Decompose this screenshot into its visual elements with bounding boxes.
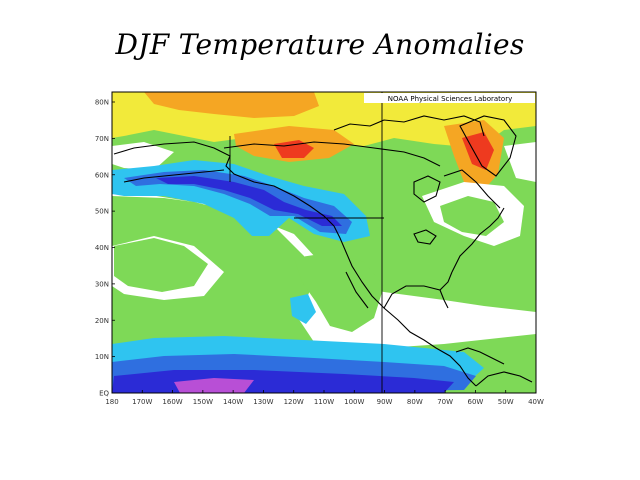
anomaly-field xyxy=(112,92,536,393)
warm-patch-red-center xyxy=(274,140,314,158)
lat-tick-label: 50N xyxy=(95,208,109,216)
lon-tick-label: 170W xyxy=(132,398,152,406)
lat-tick-label: 80N xyxy=(95,99,109,107)
source-label: NOAA Physical Sciences Laboratory xyxy=(388,95,512,103)
lat-tick-label: EQ xyxy=(99,390,109,398)
cold-blue-north xyxy=(124,170,352,234)
lon-tick-label: 110W xyxy=(314,398,334,406)
lon-tick-label: 70W xyxy=(437,398,453,406)
lon-tick-label: 100W xyxy=(344,398,364,406)
lon-tick-label: 180 xyxy=(105,398,118,406)
lon-tick-label: 50W xyxy=(498,398,514,406)
warm-patch-orange-west xyxy=(144,92,319,118)
lon-tick-label: 150W xyxy=(193,398,213,406)
lat-tick-label: 30N xyxy=(95,280,109,288)
green-gulf xyxy=(294,252,384,332)
lon-tick-label: 140W xyxy=(223,398,243,406)
coastline-east-coast xyxy=(451,207,505,273)
map-svg: NOAA Physical Sciences Laboratory 80N 70N… xyxy=(95,91,544,406)
green-atlantic xyxy=(440,196,504,236)
anomaly-map: NOAA Physical Sciences Laboratory 80N 70N… xyxy=(84,86,544,412)
lat-tick-label: 10N xyxy=(95,353,109,361)
coastline-hudson-bay xyxy=(413,175,441,203)
green-pacific xyxy=(114,238,208,292)
source-label-box xyxy=(364,93,535,103)
coastline-greenland xyxy=(459,115,517,177)
coastline-arctic-mainland xyxy=(223,141,441,167)
cold-deep-blue-north xyxy=(156,176,342,226)
coastline-baja xyxy=(345,271,369,309)
coastline-florida xyxy=(439,289,449,309)
lat-tick-label: 20N xyxy=(95,317,109,325)
lon-axis: 180 170W 160W 150W 140W 130W 120W 110W 100W 90W 80… xyxy=(105,390,544,406)
lon-tick-label: 80W xyxy=(407,398,423,406)
coastline-great-lakes xyxy=(413,229,437,245)
lon-tick-label: 40W xyxy=(528,398,544,406)
lon-tick-label: 120W xyxy=(284,398,304,406)
neutral-northwest xyxy=(112,142,174,170)
coastline-caribbean xyxy=(455,347,505,365)
warm-patch-red-east xyxy=(462,132,494,170)
lat-tick-label: 40N xyxy=(95,244,109,252)
lat-tick-label: 70N xyxy=(95,135,109,143)
coastline-aleutians xyxy=(123,169,225,183)
lon-tick-label: 130W xyxy=(253,398,273,406)
boundaries xyxy=(229,92,384,393)
lat-axis: 80N 70N 60N 50N 40N 30N 20N 10N EQ xyxy=(95,99,115,398)
coastline-gulf xyxy=(383,271,453,309)
cold-purple-core xyxy=(174,378,254,393)
coastline-arctic-islands xyxy=(333,115,485,137)
cold-light-blue-baja xyxy=(290,294,316,324)
lat-tick-label: 60N xyxy=(95,171,109,179)
lon-tick-label: 160W xyxy=(162,398,182,406)
lon-tick-label: 90W xyxy=(377,398,393,406)
coastline-west-coast xyxy=(333,225,477,387)
lon-tick-label: 60W xyxy=(468,398,484,406)
slide-title: DJF Temperature Anomalies xyxy=(115,28,525,61)
coastline-labrador xyxy=(443,169,501,209)
coastline-south-america xyxy=(475,371,533,387)
